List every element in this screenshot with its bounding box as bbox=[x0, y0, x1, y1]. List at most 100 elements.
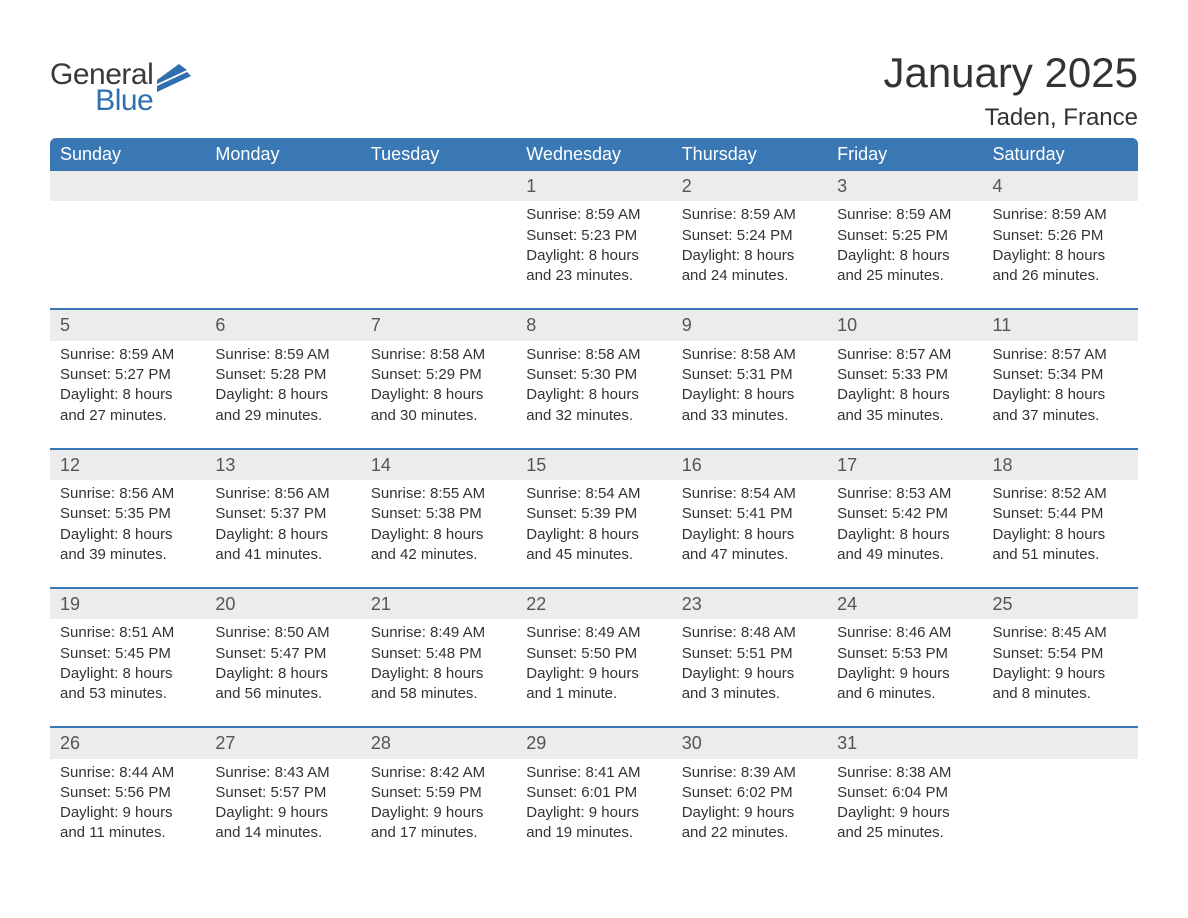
sunset-line: Sunset: 5:33 PM bbox=[837, 365, 972, 385]
daylight-line-1: Daylight: 8 hours bbox=[682, 385, 817, 405]
day-number-cell: 9 bbox=[672, 309, 827, 340]
daylight-line-2: and 27 minutes. bbox=[60, 406, 195, 426]
day-number-cell: 16 bbox=[672, 449, 827, 480]
sunset-line: Sunset: 5:39 PM bbox=[526, 504, 661, 524]
sunrise-line: Sunrise: 8:59 AM bbox=[215, 345, 350, 365]
day-number-cell: 3 bbox=[827, 171, 982, 201]
daylight-line-1: Daylight: 8 hours bbox=[215, 385, 350, 405]
sunrise-line: Sunrise: 8:59 AM bbox=[526, 205, 661, 225]
day-detail-cell: Sunrise: 8:51 AMSunset: 5:45 PMDaylight:… bbox=[50, 619, 205, 727]
daylight-line-1: Daylight: 9 hours bbox=[682, 803, 817, 823]
daylight-line-1: Daylight: 9 hours bbox=[837, 803, 972, 823]
day-number-cell: 15 bbox=[516, 449, 671, 480]
sunset-line: Sunset: 5:48 PM bbox=[371, 644, 506, 664]
sunrise-line: Sunrise: 8:56 AM bbox=[215, 484, 350, 504]
detail-row: Sunrise: 8:51 AMSunset: 5:45 PMDaylight:… bbox=[50, 619, 1138, 727]
daylight-line-2: and 37 minutes. bbox=[993, 406, 1128, 426]
daynum-row: 262728293031 bbox=[50, 727, 1138, 758]
sunset-line: Sunset: 5:51 PM bbox=[682, 644, 817, 664]
sunset-line: Sunset: 5:44 PM bbox=[993, 504, 1128, 524]
daylight-line-2: and 33 minutes. bbox=[682, 406, 817, 426]
detail-row: Sunrise: 8:56 AM Sunset: 5:35 PM Daylight:… bbox=[50, 480, 1138, 588]
daylight-line-1: Daylight: 8 hours bbox=[837, 385, 972, 405]
day-number-cell: 24 bbox=[827, 588, 982, 619]
day-header: Monday bbox=[205, 138, 360, 171]
daylight-line-2: and 53 minutes. bbox=[60, 684, 195, 704]
daylight-line-1: Daylight: 8 hours bbox=[837, 246, 972, 266]
daylight-line-2: and 35 minutes. bbox=[837, 406, 972, 426]
day-detail-cell: Sunrise: 8:58 AMSunset: 5:31 PMDaylight:… bbox=[672, 341, 827, 449]
day-detail-cell: Sunrise: 8:39 AMSunset: 6:02 PMDaylight:… bbox=[672, 759, 827, 866]
day-number-cell: 22 bbox=[516, 588, 671, 619]
day-number-cell: 7 bbox=[361, 309, 516, 340]
day-detail-cell: Sunrise: 8:59 AMSunset: 5:26 PMDaylight:… bbox=[983, 201, 1138, 309]
day-detail-cell: Sunrise: 8:49 AMSunset: 5:48 PMDaylight:… bbox=[361, 619, 516, 727]
daylight-line-1: Daylight: 9 hours bbox=[215, 803, 350, 823]
day-header: Sunday bbox=[50, 138, 205, 171]
daylight-line-2: and 45 minutes. bbox=[526, 545, 661, 565]
daylight-line-1: Daylight: 8 hours bbox=[60, 664, 195, 684]
sunrise-line: Sunrise: 8:54 AM bbox=[682, 484, 817, 504]
daylight-line-1: Daylight: 8 hours bbox=[526, 246, 661, 266]
sunset-line: Sunset: 5:42 PM bbox=[837, 504, 972, 524]
daynum-row: 12131415161718 bbox=[50, 449, 1138, 480]
sunrise-line: Sunrise: 8:58 AM bbox=[682, 345, 817, 365]
sunset-line: Sunset: 5:35 PM bbox=[60, 504, 195, 524]
day-header: Tuesday bbox=[361, 138, 516, 171]
day-detail-cell: Sunrise: 8:59 AMSunset: 5:23 PMDaylight:… bbox=[516, 201, 671, 309]
sunrise-line: Sunrise: 8:52 AM bbox=[993, 484, 1128, 504]
day-header: Saturday bbox=[983, 138, 1138, 171]
sunrise-line: Sunrise: 8:42 AM bbox=[371, 763, 506, 783]
month-title: January 2025 bbox=[883, 50, 1138, 96]
sunset-line: Sunset: 5:24 PM bbox=[682, 226, 817, 246]
day-detail-cell: Sunrise: 8:57 AMSunset: 5:34 PMDaylight:… bbox=[983, 341, 1138, 449]
page-header: General Blue January 2025 Taden, France bbox=[50, 50, 1138, 132]
sunrise-line: Sunrise: 8:57 AM bbox=[837, 345, 972, 365]
sunset-line: Sunset: 5:47 PM bbox=[215, 644, 350, 664]
sunrise-line: Sunrise: 8:59 AM bbox=[682, 205, 817, 225]
daylight-line-1: Daylight: 8 hours bbox=[526, 385, 661, 405]
daylight-line-2: and 24 minutes. bbox=[682, 266, 817, 286]
day-detail-cell bbox=[983, 759, 1138, 866]
sunset-line: Sunset: 5:38 PM bbox=[371, 504, 506, 524]
sunrise-line: Sunrise: 8:44 AM bbox=[60, 763, 195, 783]
sunrise-line: Sunrise: 8:53 AM bbox=[837, 484, 972, 504]
daylight-line-2: and 1 minute. bbox=[526, 684, 661, 704]
day-detail-cell: Sunrise: 8:50 AMSunset: 5:47 PMDaylight:… bbox=[205, 619, 360, 727]
daylight-line-2: and 11 minutes. bbox=[60, 823, 195, 843]
daylight-line-1: Daylight: 8 hours bbox=[837, 525, 972, 545]
day-detail-cell: Sunrise: 8:48 AMSunset: 5:51 PMDaylight:… bbox=[672, 619, 827, 727]
daylight-line-2: and 22 minutes. bbox=[682, 823, 817, 843]
sunset-line: Sunset: 5:23 PM bbox=[526, 226, 661, 246]
sunrise-line: Sunrise: 8:54 AM bbox=[526, 484, 661, 504]
day-detail-cell: Sunrise: 8:53 AMSunset: 5:42 PMDaylight:… bbox=[827, 480, 982, 588]
sunrise-line: Sunrise: 8:59 AM bbox=[993, 205, 1128, 225]
sunset-line: Sunset: 5:26 PM bbox=[993, 226, 1128, 246]
day-number-cell: 8 bbox=[516, 309, 671, 340]
day-detail-cell: Sunrise: 8:38 AMSunset: 6:04 PMDaylight:… bbox=[827, 759, 982, 866]
sunset-line: Sunset: 5:27 PM bbox=[60, 365, 195, 385]
day-detail-cell: Sunrise: 8:57 AMSunset: 5:33 PMDaylight:… bbox=[827, 341, 982, 449]
daylight-line-1: Daylight: 8 hours bbox=[682, 246, 817, 266]
day-detail-cell: Sunrise: 8:56 AMSunset: 5:37 PMDaylight:… bbox=[205, 480, 360, 588]
sunrise-line: Sunrise: 8:58 AM bbox=[371, 345, 506, 365]
day-detail-cell: Sunrise: 8:52 AMSunset: 5:44 PMDaylight:… bbox=[983, 480, 1138, 588]
day-number-cell: 5 bbox=[50, 309, 205, 340]
daylight-line-1: Daylight: 8 hours bbox=[993, 525, 1128, 545]
sunset-line: Sunset: 5:54 PM bbox=[993, 644, 1128, 664]
day-header: Friday bbox=[827, 138, 982, 171]
daylight-line-1: Daylight: 8 hours bbox=[60, 385, 195, 405]
day-detail-cell: Sunrise: 8:59 AMSunset: 5:27 PMDaylight:… bbox=[50, 341, 205, 449]
location-label: Taden, France bbox=[883, 104, 1138, 132]
daylight-line-1: Daylight: 8 hours bbox=[526, 525, 661, 545]
daylight-line-1: Daylight: 8 hours bbox=[993, 385, 1128, 405]
day-detail-cell: Sunrise: 8:59 AMSunset: 5:28 PMDaylight:… bbox=[205, 341, 360, 449]
daylight-line-2: and 8 minutes. bbox=[993, 684, 1128, 704]
day-header: Wednesday bbox=[516, 138, 671, 171]
daylight-line-1: Daylight: 8 hours bbox=[215, 525, 350, 545]
day-number-cell: 26 bbox=[50, 727, 205, 758]
sunset-line: Sunset: 5:41 PM bbox=[682, 504, 817, 524]
daylight-line-2: and 17 minutes. bbox=[371, 823, 506, 843]
sunrise-line: Sunrise: 8:55 AM bbox=[371, 484, 506, 504]
sunrise-line: Sunrise: 8:41 AM bbox=[526, 763, 661, 783]
